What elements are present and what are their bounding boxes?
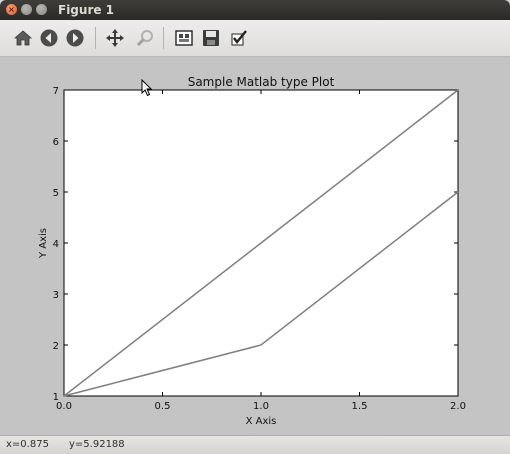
y-tick-label: 5 bbox=[53, 188, 59, 199]
y-tick-label: 1 bbox=[53, 392, 59, 403]
forward-arrow-icon bbox=[66, 29, 84, 47]
mouse-pointer-icon bbox=[141, 79, 153, 97]
zoom-icon bbox=[136, 30, 153, 47]
save-figure-button[interactable] bbox=[199, 26, 223, 50]
y-tick-label: 2 bbox=[53, 341, 59, 352]
zoom-button[interactable] bbox=[133, 26, 157, 50]
configure-subplots-button[interactable] bbox=[172, 26, 196, 50]
data-series bbox=[63, 89, 459, 397]
x-tick-label: 1.0 bbox=[253, 401, 269, 412]
forward-button[interactable] bbox=[63, 26, 87, 50]
y-tick-label: 7 bbox=[53, 86, 59, 97]
home-icon bbox=[13, 30, 33, 46]
series-line-1 bbox=[63, 89, 459, 397]
toolbar-separator bbox=[163, 27, 164, 49]
back-arrow-icon bbox=[40, 29, 58, 47]
maximize-window-button[interactable] bbox=[36, 4, 47, 15]
x-tick-label: 1.5 bbox=[352, 401, 368, 412]
x-tick-label: 0.5 bbox=[155, 401, 171, 412]
close-window-button[interactable]: × bbox=[6, 4, 17, 15]
y-tick-label: 3 bbox=[53, 290, 59, 301]
save-disk-icon bbox=[203, 30, 219, 46]
x-coordinate-readout: x=0.875 bbox=[6, 439, 49, 450]
y-tick-label: 4 bbox=[53, 239, 59, 250]
pan-button[interactable] bbox=[103, 26, 127, 50]
toolbar-separator bbox=[95, 27, 96, 49]
y-coordinate-readout: y=5.92188 bbox=[69, 439, 125, 450]
x-axis-label: X Axis bbox=[246, 416, 277, 427]
status-bar: x=0.875 y=5.92188 bbox=[0, 435, 510, 454]
navigation-toolbar bbox=[0, 20, 510, 57]
x-tick-label: 0.0 bbox=[56, 401, 72, 412]
edit-parameters-button[interactable] bbox=[227, 26, 251, 50]
pan-move-icon bbox=[106, 29, 124, 47]
series-line-2 bbox=[63, 191, 459, 397]
plot-svg[interactable]: Sample Matlab type Plot 0.0 0.5 1.0 1.5 2.0 1… bbox=[0, 57, 510, 435]
window-title: Figure 1 bbox=[58, 3, 115, 17]
home-button[interactable] bbox=[11, 26, 35, 50]
y-axis-label: Y Axis bbox=[38, 228, 49, 259]
back-button[interactable] bbox=[37, 26, 61, 50]
configure-subplots-icon bbox=[175, 30, 193, 46]
edit-checkmark-icon bbox=[231, 30, 247, 46]
chart-title: Sample Matlab type Plot bbox=[188, 75, 335, 89]
x-tick-label: 2.0 bbox=[450, 401, 466, 412]
window-titlebar[interactable]: × Figure 1 bbox=[0, 0, 510, 20]
y-tick-label: 6 bbox=[53, 137, 59, 148]
minimize-window-button[interactable] bbox=[21, 4, 32, 15]
figure-canvas[interactable]: Sample Matlab type Plot 0.0 0.5 1.0 1.5 2.0 1… bbox=[0, 57, 510, 435]
